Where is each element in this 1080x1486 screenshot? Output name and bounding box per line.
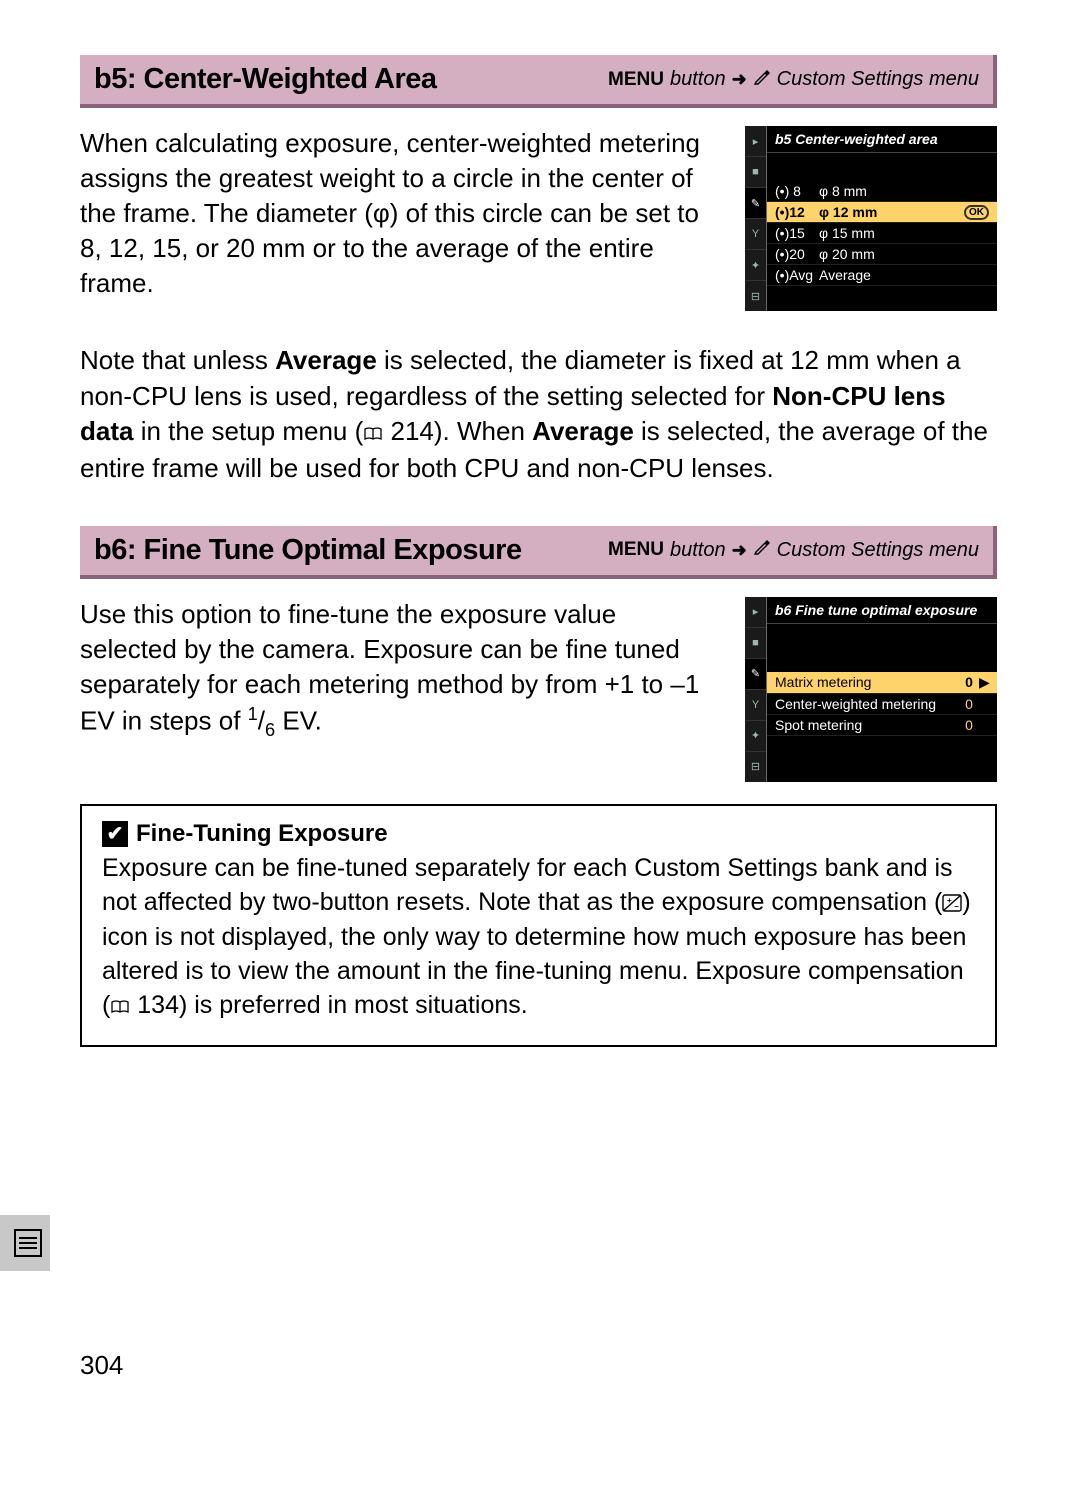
lcd-tabs: ▸ ■ ✎ Y ✦ ⊟ [745,126,767,311]
b6-para: Use this option to fine-tune the exposur… [80,597,717,782]
row-label: φ 8 mm [819,183,989,199]
lcd1-row-8mm: (•) 8 φ 8 mm [767,181,997,202]
note-title-text: Fine-Tuning Exposure [136,820,388,848]
row-code: (•)Avg [775,267,819,283]
pencil-icon [753,538,771,562]
row-label: Average [819,267,989,283]
lcd-tab-camera-icon: ■ [745,628,766,659]
check-icon: ✔ [102,821,128,847]
lcd2-row-center: Center-weighted metering 0 [767,694,997,715]
lcd1-row-12mm: (•)12 φ 12 mm OK [767,202,997,223]
book-icon [363,416,383,451]
section-b6-title: b6: Fine Tune Optimal Exposure [94,534,522,567]
row-code: (•)20 [775,246,819,262]
row-label: Matrix metering [775,674,959,690]
row-label: Spot metering [775,717,959,733]
row-code: (•)15 [775,225,819,241]
b6-body-row: Use this option to fine-tune the exposur… [80,597,997,782]
text: 134) is preferred in most situations. [130,991,527,1019]
fine-tuning-note: ✔ Fine-Tuning Exposure Exposure can be f… [80,804,997,1047]
custom-settings-label: Custom Settings menu [777,539,979,562]
b5-para1: When calculating exposure, center-weight… [80,126,717,321]
section-b6-header: b6: Fine Tune Optimal Exposure MENU butt… [80,526,997,579]
exposure-comp-icon: +− [942,888,962,922]
b5-para2: Note that unless Average is selected, th… [80,343,997,485]
lcd-tab-play-icon: ▸ [745,597,766,628]
menu-label: MENU [608,539,664,561]
button-label: button [670,68,726,91]
lcd1-row-20mm: (•)20 φ 20 mm [767,244,997,265]
section-b5-path: MENU button ➜ Custom Settings menu [608,68,979,92]
section-b5-title: b5: Center-Weighted Area [94,63,437,96]
section-b6-path: MENU button ➜ Custom Settings menu [608,538,979,562]
bold-text: Average [532,416,634,446]
phi-symbol: φ [373,198,390,228]
text: in the setup menu ( [133,416,363,446]
row-value: 0 [959,717,979,733]
b6-lcd-screenshot: ▸ ■ ✎ Y ✦ ⊟ b6 Fine tune optimal exposur… [745,597,997,782]
custom-settings-label: Custom Settings menu [777,68,979,91]
fraction-num: 1 [248,704,258,724]
text: 214). When [383,416,532,446]
row-code: (•)12 [775,204,819,220]
lcd-tab-pencil-icon: ✎ [745,188,766,219]
row-label: φ 20 mm [819,246,989,262]
svg-text:+: + [947,896,952,905]
fraction-den: 6 [265,720,275,740]
arrow-icon: ➜ [732,69,747,90]
ok-badge: OK [964,205,989,220]
row-value: 0 [959,696,979,712]
button-label: button [670,539,726,562]
row-label: Center-weighted metering [775,696,959,712]
menu-label: MENU [608,69,664,91]
b5-lcd-screenshot: ▸ ■ ✎ Y ✦ ⊟ b5 Center-weighted area (•) … [745,126,997,321]
lcd-tab-recent-icon: ⊟ [745,281,766,311]
row-label: φ 12 mm [819,204,964,220]
note-title: ✔ Fine-Tuning Exposure [102,820,975,848]
lcd-tab-wrench-icon: Y [745,690,766,721]
arrow-icon: ➜ [732,540,747,561]
svg-text:−: − [954,902,959,911]
row-value: 0 [959,674,979,690]
chevron-right-icon: ▶ [979,674,989,691]
lcd-tabs: ▸ ■ ✎ Y ✦ ⊟ [745,597,767,782]
row-label: φ 15 mm [819,225,989,241]
lcd-tab-play-icon: ▸ [745,126,766,157]
lcd-tab-wrench-icon: Y [745,219,766,250]
lcd2-row-matrix: Matrix metering 0 ▶ [767,672,997,694]
b5-body-row: When calculating exposure, center-weight… [80,126,997,321]
lcd2-body: Matrix metering 0 ▶ Center-weighted mete… [767,624,997,740]
lcd1-row-15mm: (•)15 φ 15 mm [767,223,997,244]
note-body: Exposure can be fine-tuned separately fo… [102,852,975,1025]
section-b5-header: b5: Center-Weighted Area MENU button ➜ C… [80,55,997,108]
lcd2-row-spot: Spot metering 0 [767,715,997,736]
lcd-tab-retouch-icon: ✦ [745,721,766,752]
text: Note that unless [80,345,275,375]
lcd-tab-pencil-icon: ✎ [745,659,766,690]
lcd-tab-camera-icon: ■ [745,157,766,188]
lcd-tab-recent-icon: ⊟ [745,752,766,782]
list-icon [14,1229,42,1257]
book-icon [110,991,130,1025]
bold-text: Average [275,345,377,375]
row-code: (•) 8 [775,183,819,199]
lcd1-body: (•) 8 φ 8 mm (•)12 φ 12 mm OK (•)15 φ 15… [767,153,997,290]
pencil-icon [753,68,771,92]
lcd1-row-avg: (•)Avg Average [767,265,997,286]
text: EV. [275,706,322,736]
page-number: 304 [80,1350,123,1381]
side-tab [0,1215,50,1271]
text: Use this option to fine-tune the exposur… [80,599,699,736]
text: Exposure can be fine-tuned separately fo… [102,854,953,916]
lcd-tab-retouch-icon: ✦ [745,250,766,281]
lcd1-title: b5 Center-weighted area [767,126,997,153]
lcd2-title: b6 Fine tune optimal exposure [767,597,997,624]
